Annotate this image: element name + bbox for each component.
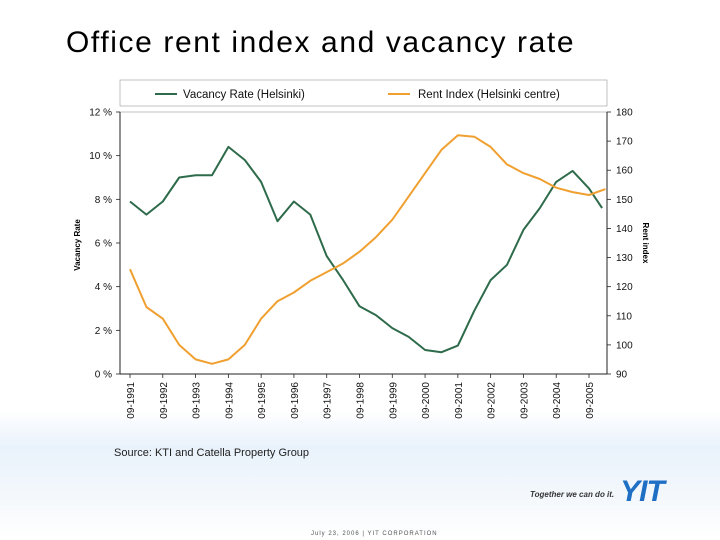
footer: July 23, 2006 | YIT CORPORATION: [311, 531, 438, 537]
left-axis-ticks: 0 % 2 % 4 % 6 % 8 % 10 % 12 %: [89, 108, 120, 381]
logo-text: YIT: [620, 475, 665, 508]
left-tick-label: 10 %: [89, 151, 112, 162]
x-tick-label: 09-1991: [126, 382, 137, 419]
right-tick-label: 170: [616, 137, 633, 148]
x-tick-label: 09-1993: [192, 382, 203, 419]
x-tick-label: 09-2000: [421, 382, 432, 419]
x-tick-label: 09-2003: [519, 382, 530, 419]
yit-logo: Together we can do it. YIT: [530, 475, 665, 508]
plot-area: [119, 111, 608, 375]
x-tick-label: 09-1999: [388, 382, 399, 419]
right-tick-label: 130: [616, 253, 633, 264]
x-axis-ticks: 09-1991 09-1992 09-1993 09-1994 09-1995 09-19…: [126, 374, 596, 419]
right-tick-label: 120: [616, 282, 633, 293]
legend: Vacancy Rate (Helsinki) Rent Index (Helsi…: [119, 79, 608, 107]
x-tick-label: 09-1992: [159, 382, 170, 419]
left-tick-label: 0 %: [95, 370, 112, 381]
right-axis-ticks: 90 100 110 120 130 140 150 160 170 180: [607, 108, 633, 381]
legend-label: Vacancy Rate (Helsinki): [183, 89, 305, 101]
right-tick-label: 160: [616, 166, 633, 177]
slide-title: Office rent index and vacancy rate: [66, 26, 576, 59]
x-tick-label: 09-1998: [356, 382, 367, 419]
right-tick-label: 140: [616, 224, 633, 235]
x-tick-label: 09-2004: [552, 382, 563, 419]
right-tick-label: 180: [616, 108, 633, 119]
x-tick-label: 09-2005: [585, 382, 596, 419]
source-note: Source: KTI and Catella Property Group: [114, 447, 310, 459]
x-tick-label: 09-1996: [290, 382, 301, 419]
x-tick-label: 09-1997: [323, 382, 334, 419]
legend-label: Rent Index (Helsinki centre): [418, 89, 560, 101]
plot-background: [119, 111, 608, 375]
x-tick-label: 09-1995: [257, 382, 268, 419]
series-lines: [129, 134, 606, 365]
left-tick-label: 6 %: [95, 239, 112, 250]
x-tick-label: 09-1994: [224, 382, 235, 419]
right-tick-label: 150: [616, 195, 633, 206]
x-tick-label: 09-2001: [454, 382, 465, 419]
series-line-vacancy-rate: [129, 145, 603, 354]
left-tick-label: 12 %: [89, 108, 112, 119]
legend-box: [119, 79, 608, 107]
right-axis-label: Rent index: [641, 223, 650, 264]
left-tick-label: 4 %: [95, 282, 112, 293]
footer-separator: |: [362, 531, 365, 537]
x-tick-label: 09-2002: [487, 382, 498, 419]
right-tick-label: 90: [616, 370, 628, 381]
logo-slogan: Together we can do it.: [530, 489, 615, 499]
right-tick-label: 110: [616, 311, 632, 322]
footer-company: YIT CORPORATION: [367, 531, 438, 537]
right-tick-label: 100: [616, 340, 633, 351]
footer-date: July 23, 2006: [311, 531, 360, 537]
left-tick-label: 2 %: [95, 326, 112, 337]
left-tick-label: 8 %: [95, 195, 112, 206]
left-axis-label: Vacancy Rate: [73, 219, 82, 271]
series-line-rent-index: [129, 134, 606, 365]
